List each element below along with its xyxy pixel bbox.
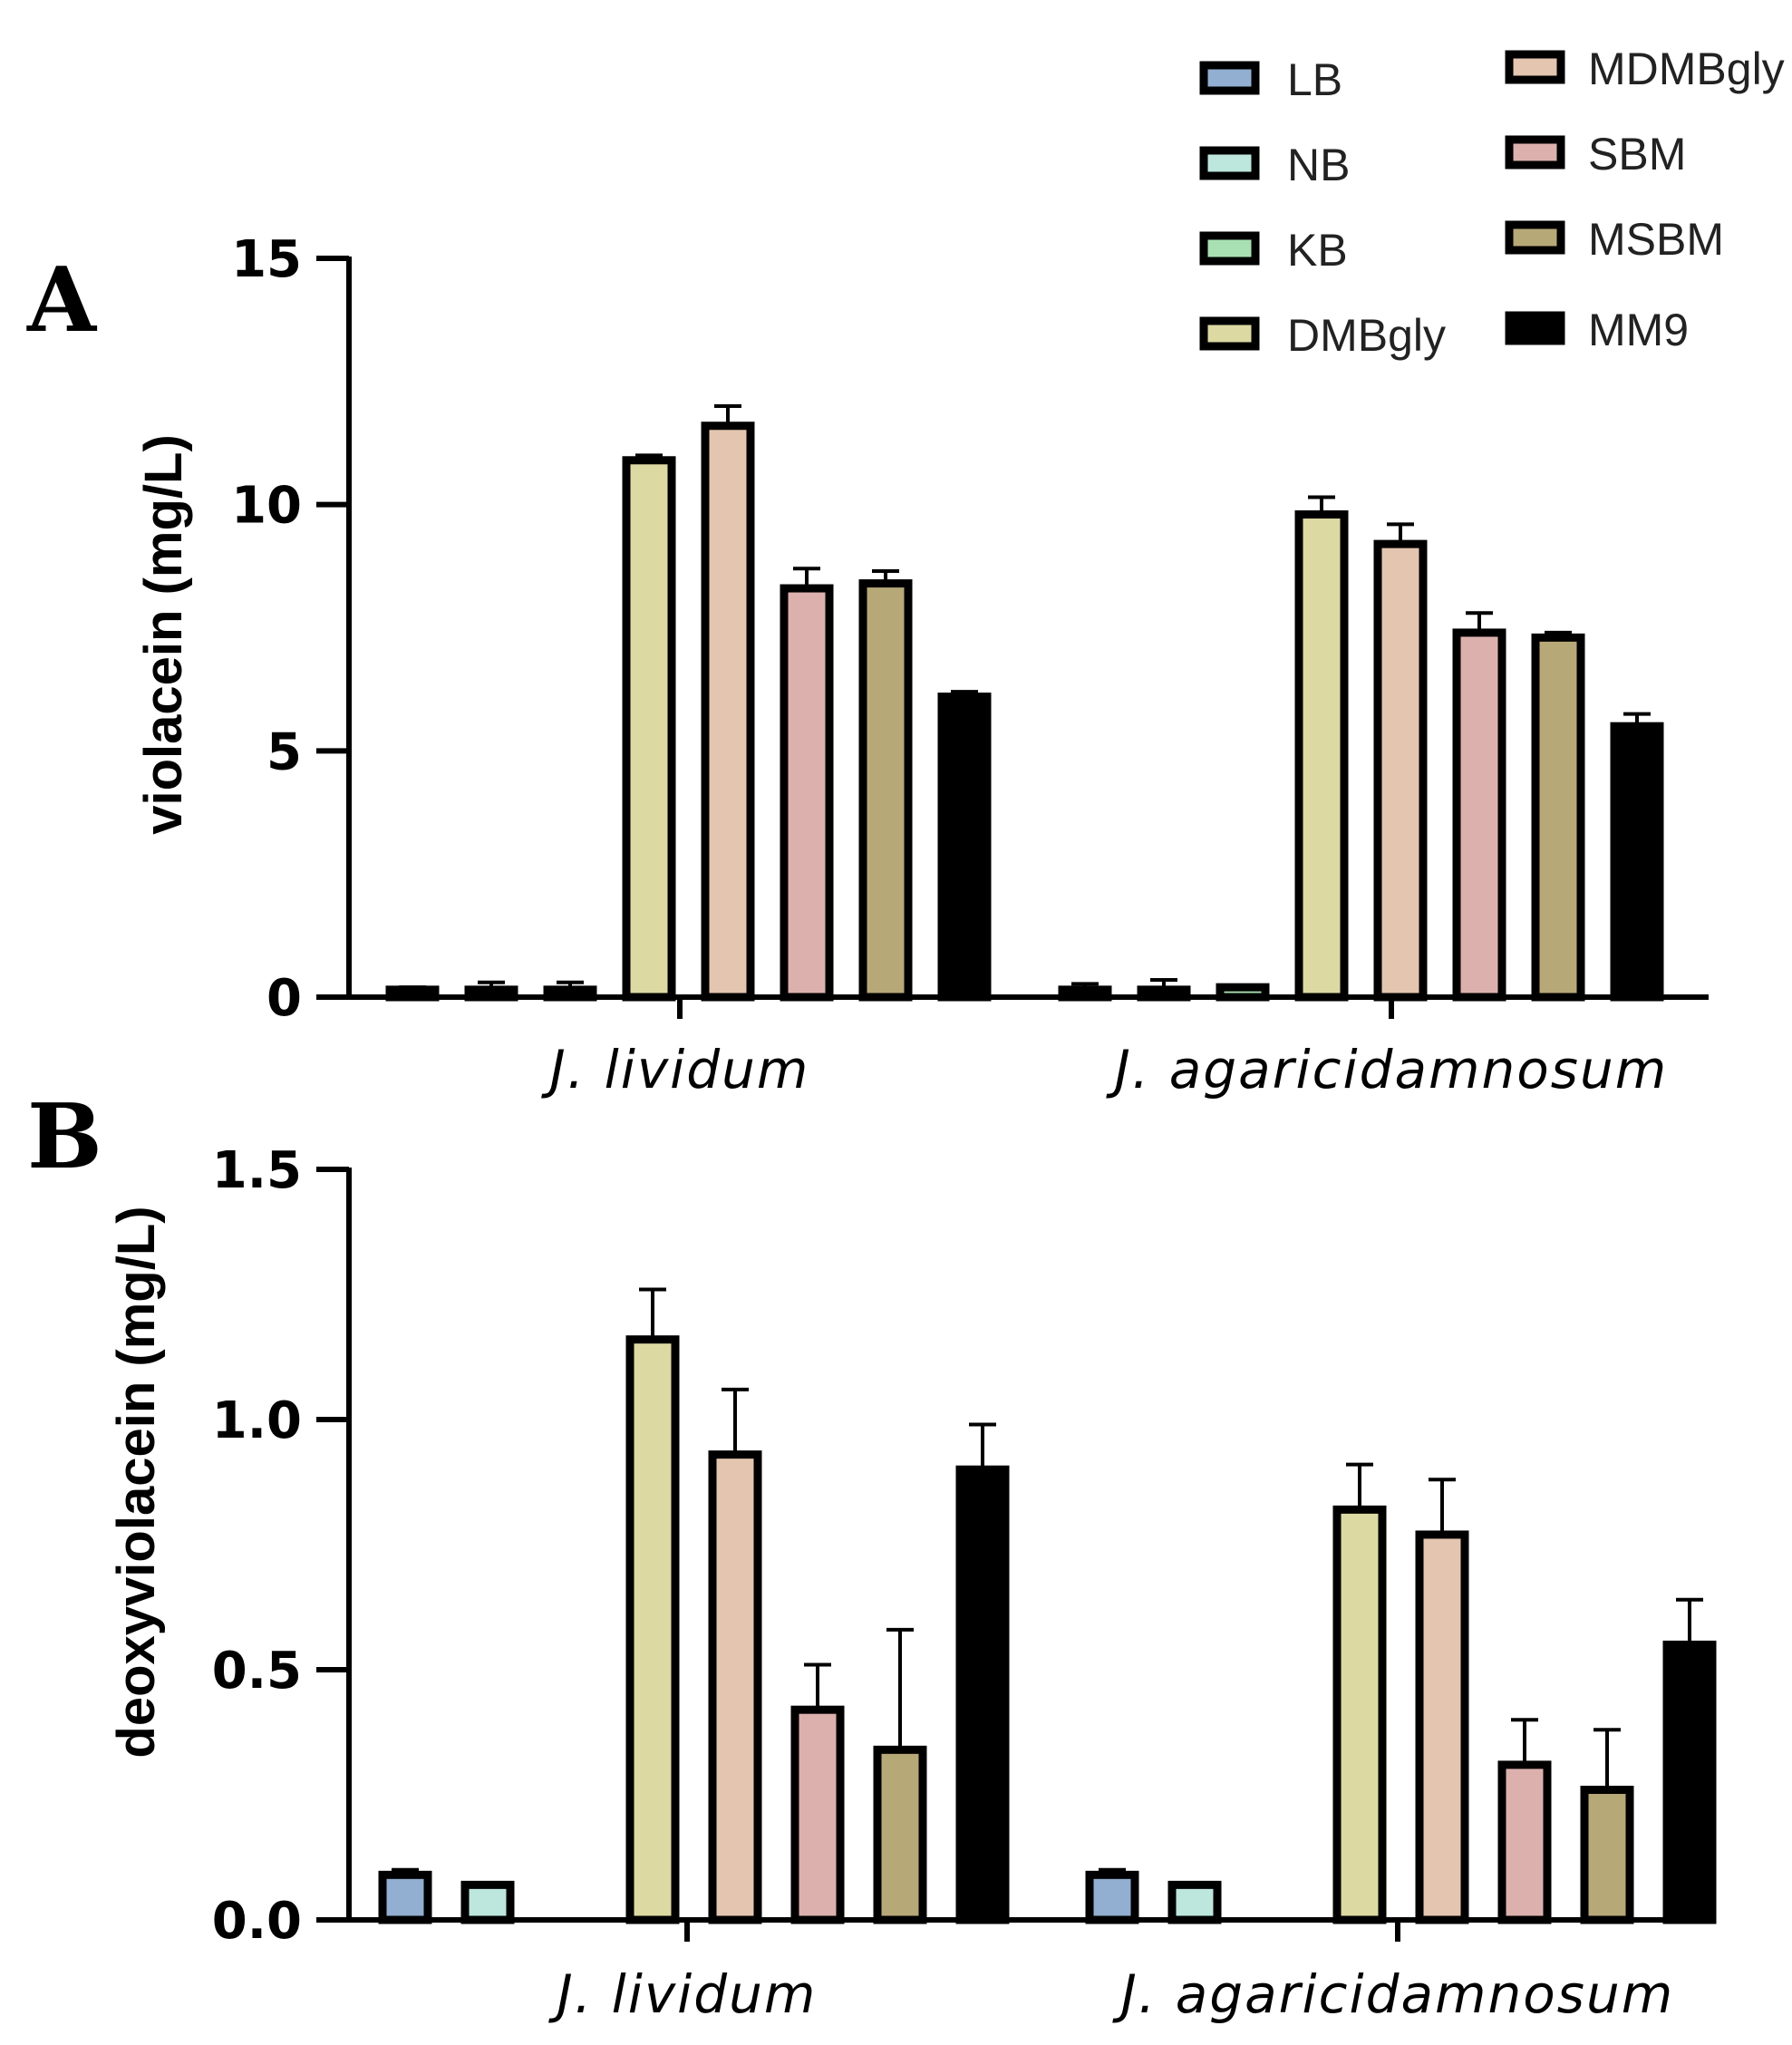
legend-label-kb: KB bbox=[1287, 225, 1348, 276]
legend-swatch-mm9 bbox=[1505, 311, 1565, 345]
bar-sbm bbox=[790, 1705, 845, 1924]
y-tick-label: 10 bbox=[231, 477, 302, 536]
bar-msbm bbox=[873, 1745, 927, 1924]
legend-label-dmbgly: DMBgly bbox=[1287, 310, 1446, 361]
x-category-label: J. lividum bbox=[548, 1963, 818, 2025]
bar-lb bbox=[385, 985, 440, 1002]
legend-swatch-nb bbox=[1199, 146, 1260, 180]
bar-nb bbox=[1137, 985, 1191, 1002]
bar-lb bbox=[1058, 985, 1112, 1002]
legend-label-mdmbgly: MDMBgly bbox=[1588, 44, 1785, 94]
y-tick-label: 1.5 bbox=[212, 1141, 302, 1200]
bar-nb bbox=[460, 1880, 515, 1924]
bar-mdmbgly bbox=[701, 422, 755, 1002]
bar-mm9 bbox=[1662, 1640, 1717, 1924]
legend-label-nb: NB bbox=[1287, 140, 1350, 190]
bar-dmbgly bbox=[625, 1335, 680, 1924]
bar-mm9 bbox=[937, 693, 992, 1002]
legend-swatch-kb bbox=[1199, 231, 1260, 266]
x-category-label: J. agaricidamnosum bbox=[1106, 1039, 1668, 1100]
bar-lb bbox=[1085, 1870, 1139, 1924]
bar-mm9 bbox=[955, 1465, 1010, 1924]
y-axis-title-a: violacein (mg/L) bbox=[134, 434, 193, 835]
chart-panel-b: 0.0 0.5 1.0 1.5 J. lividum J. agaricidamnosum bbox=[212, 1141, 1717, 2025]
bar-msbm bbox=[1580, 1785, 1634, 1924]
legend: LB NB KB DMBgly MDMBgly SBM MSBM MM9 bbox=[1199, 44, 1785, 361]
bar-sbm bbox=[1452, 628, 1506, 1002]
bar-mdmbgly bbox=[708, 1450, 762, 1924]
y-tick-label: 0.5 bbox=[212, 1642, 302, 1701]
legend-label-mm9: MM9 bbox=[1588, 305, 1689, 355]
bar-msbm bbox=[1531, 633, 1585, 1002]
bar-kb bbox=[1216, 983, 1270, 1002]
panel-label-b: B bbox=[27, 1085, 102, 1189]
chart-panel-a: 0 5 10 15 J. lividum J. agaricidamnosum bbox=[231, 230, 1709, 1100]
bar-lb bbox=[378, 1870, 432, 1924]
y-tick-label: 5 bbox=[266, 722, 302, 781]
y-axis-title-b: deoxyviolacein (mg/L) bbox=[107, 1206, 166, 1758]
legend-label-msbm: MSBM bbox=[1588, 214, 1724, 265]
bar-sbm bbox=[780, 584, 834, 1002]
bar-dmbgly bbox=[622, 456, 676, 1002]
legend-swatch-mdmbgly bbox=[1505, 50, 1565, 84]
bar-msbm bbox=[858, 579, 913, 1002]
bar-kb bbox=[543, 985, 597, 1002]
y-tick-label: 15 bbox=[231, 230, 302, 289]
panel-label-a: A bbox=[26, 248, 98, 353]
y-tick-label: 1.0 bbox=[212, 1391, 302, 1450]
bar-mdmbgly bbox=[1373, 539, 1428, 1002]
x-category-label: J. agaricidamnosum bbox=[1112, 1963, 1674, 2025]
legend-label-lb: LB bbox=[1287, 54, 1342, 105]
bar-mm9 bbox=[1610, 722, 1664, 1002]
y-tick-label: 0.0 bbox=[212, 1892, 302, 1951]
legend-swatch-msbm bbox=[1505, 220, 1565, 255]
legend-swatch-sbm bbox=[1505, 135, 1565, 170]
bar-nb bbox=[464, 985, 518, 1002]
bar-nb bbox=[1167, 1880, 1222, 1924]
legend-swatch-dmbgly bbox=[1199, 316, 1260, 351]
legend-label-sbm: SBM bbox=[1588, 129, 1686, 179]
bar-sbm bbox=[1497, 1760, 1552, 1924]
x-category-label: J. lividum bbox=[541, 1039, 810, 1100]
bar-mdmbgly bbox=[1415, 1530, 1469, 1924]
legend-swatch-lb bbox=[1199, 61, 1260, 95]
bar-dmbgly bbox=[1332, 1505, 1387, 1924]
bar-dmbgly bbox=[1294, 510, 1349, 1002]
y-tick-label: 0 bbox=[266, 969, 302, 1028]
